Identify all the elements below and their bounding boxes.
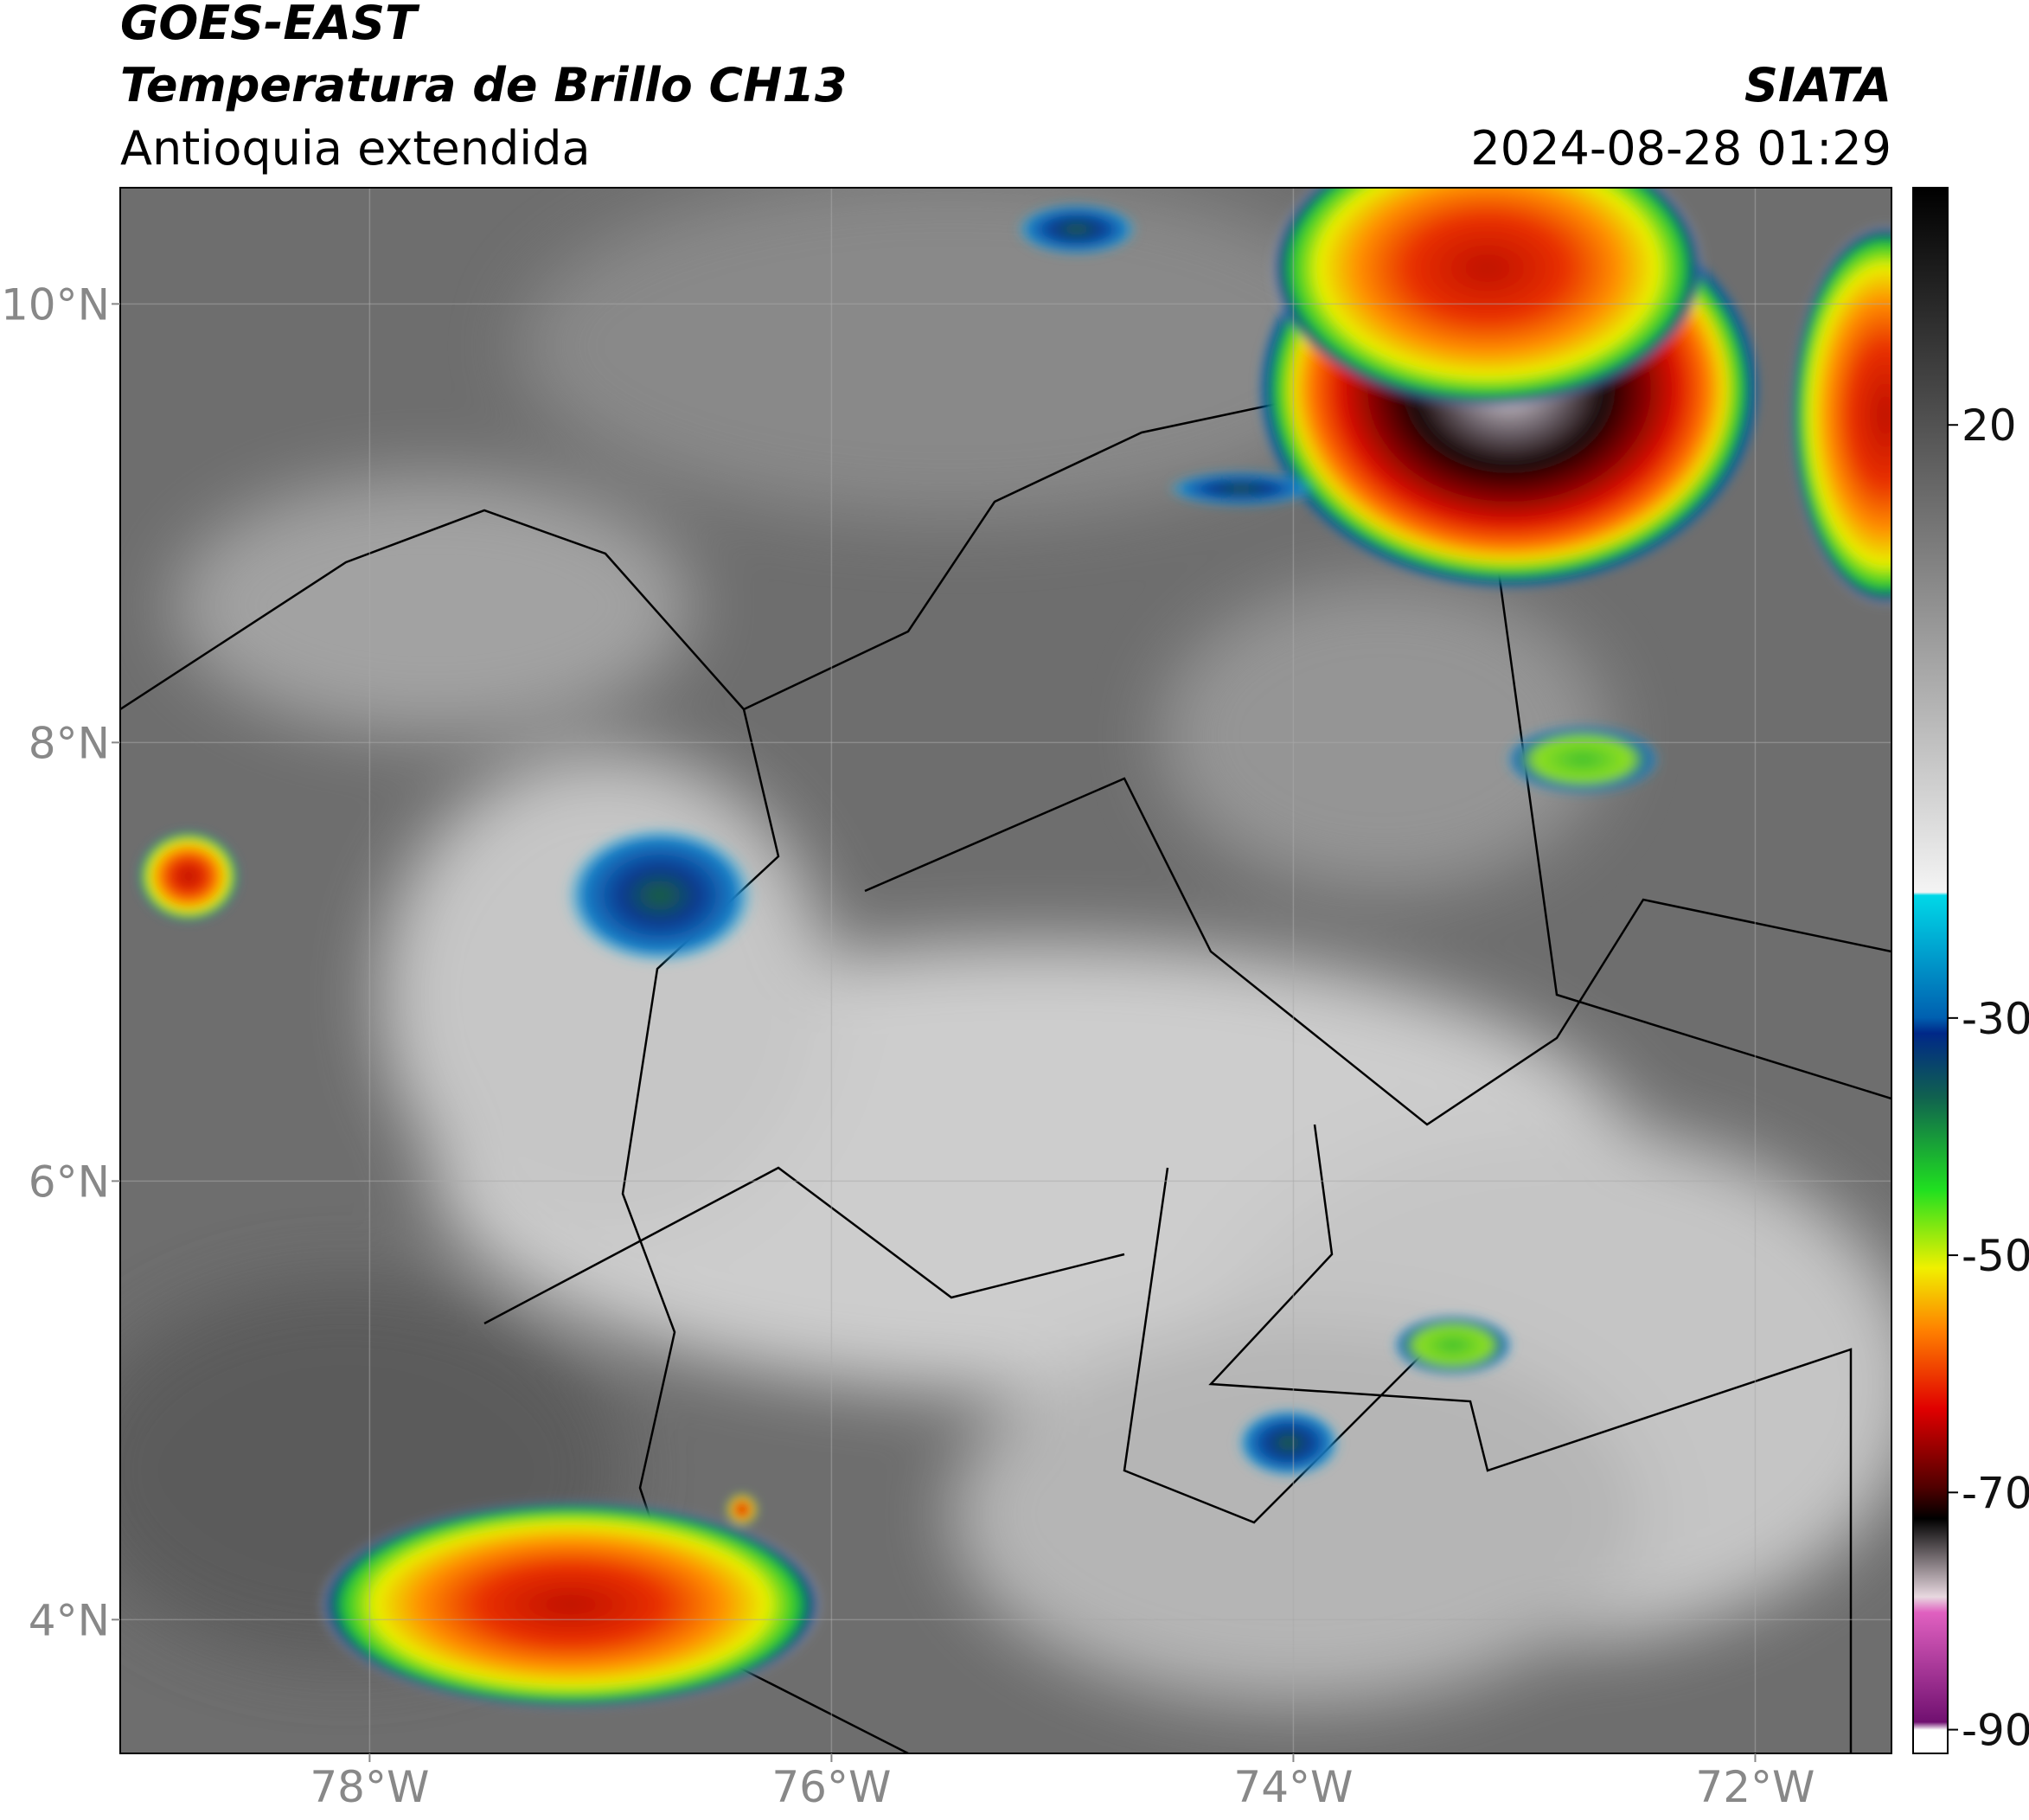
x-tick-label: 76°W [771, 1762, 891, 1812]
x-tick-label: 74°W [1233, 1762, 1353, 1812]
y-tick-label: 8°N [29, 718, 110, 768]
x-tick-label: 72°W [1695, 1762, 1815, 1812]
colorbar-tick-label: -90 [1962, 1706, 2029, 1756]
colorbar [1912, 187, 1949, 1754]
region: Antioquia extendida [120, 121, 591, 176]
colorbar-tick-label: -70 [1962, 1468, 2029, 1518]
source: SIATA [1744, 58, 1891, 112]
satellite-image [120, 188, 1891, 1753]
y-tick-label: 6°N [29, 1157, 110, 1207]
colorbar-tick-label: 20 [1962, 401, 2017, 451]
y-tick-label: 4°N [29, 1595, 110, 1645]
x-tick-label: 78°W [310, 1762, 429, 1812]
title: GOES-EAST [120, 0, 420, 50]
y-tick-label: 10°N [1, 279, 110, 330]
datetime: 2024-08-28 01:29 [1470, 121, 1891, 176]
colorbar-tick-label: -50 [1962, 1231, 2029, 1281]
map-frame [119, 187, 1892, 1754]
colorbar-tick-label: -30 [1962, 994, 2029, 1044]
subtitle: Temperatura de Brillo CH13 [120, 58, 848, 112]
